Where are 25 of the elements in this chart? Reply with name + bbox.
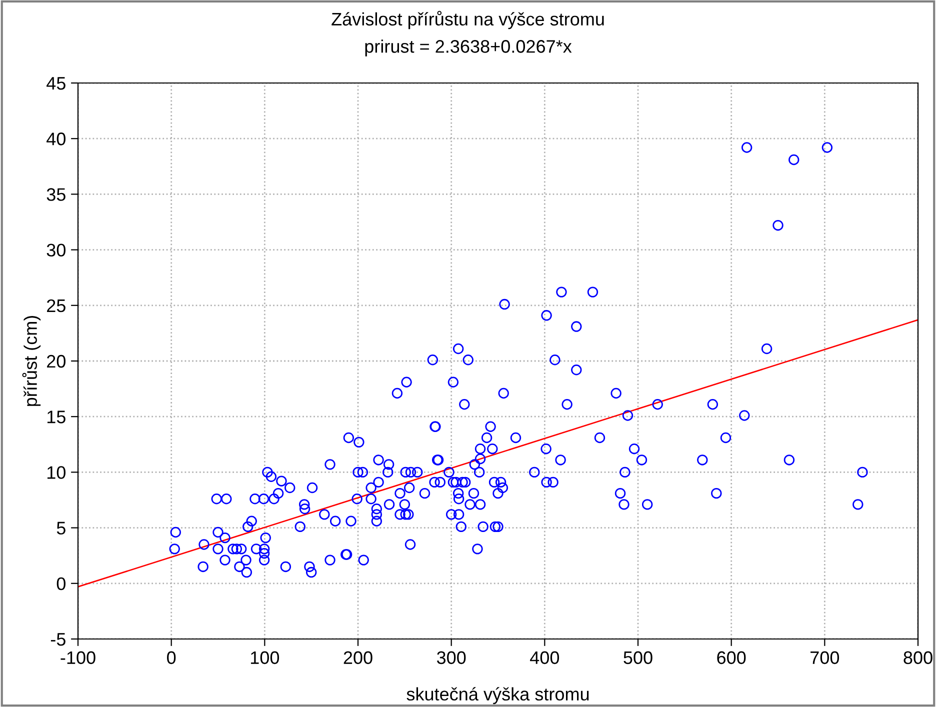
x-tick-label: 500 <box>624 651 652 664</box>
x-tick-label: -100 <box>60 651 96 664</box>
y-tick-label: -5 <box>50 633 66 646</box>
x-tick-label: 600 <box>717 651 746 664</box>
y-tick-label: 35 <box>46 188 66 201</box>
y-tick-label: 5 <box>56 522 66 535</box>
y-axis-title: přírůst (cm) <box>22 316 41 406</box>
y-tick-label: 30 <box>46 244 66 257</box>
y-tick-label: 20 <box>47 354 66 368</box>
x-tick-label: 100 <box>250 651 280 664</box>
x-axis-title: skutečná výška stromu <box>406 687 589 704</box>
x-tick-label: 200 <box>344 651 372 664</box>
x-tick-label: 0 <box>167 651 176 664</box>
y-tick-label: 0 <box>56 577 66 590</box>
chart-title: Závislost přírůstu na výšce stromu <box>332 10 604 30</box>
x-tick-label: 400 <box>530 651 560 664</box>
x-tick-label: 700 <box>810 651 840 664</box>
y-tick-label: 40 <box>46 132 66 146</box>
y-tick-label: 10 <box>47 466 66 479</box>
y-tick-label: 45 <box>46 77 66 90</box>
chart-subtitle: prirust = 2.3638+0.0267*x <box>365 40 572 56</box>
y-tick-label: 15 <box>47 410 66 424</box>
x-tick-label: 800 <box>904 651 932 664</box>
x-tick-label: 300 <box>436 651 466 664</box>
y-tick-label: 25 <box>47 299 66 312</box>
